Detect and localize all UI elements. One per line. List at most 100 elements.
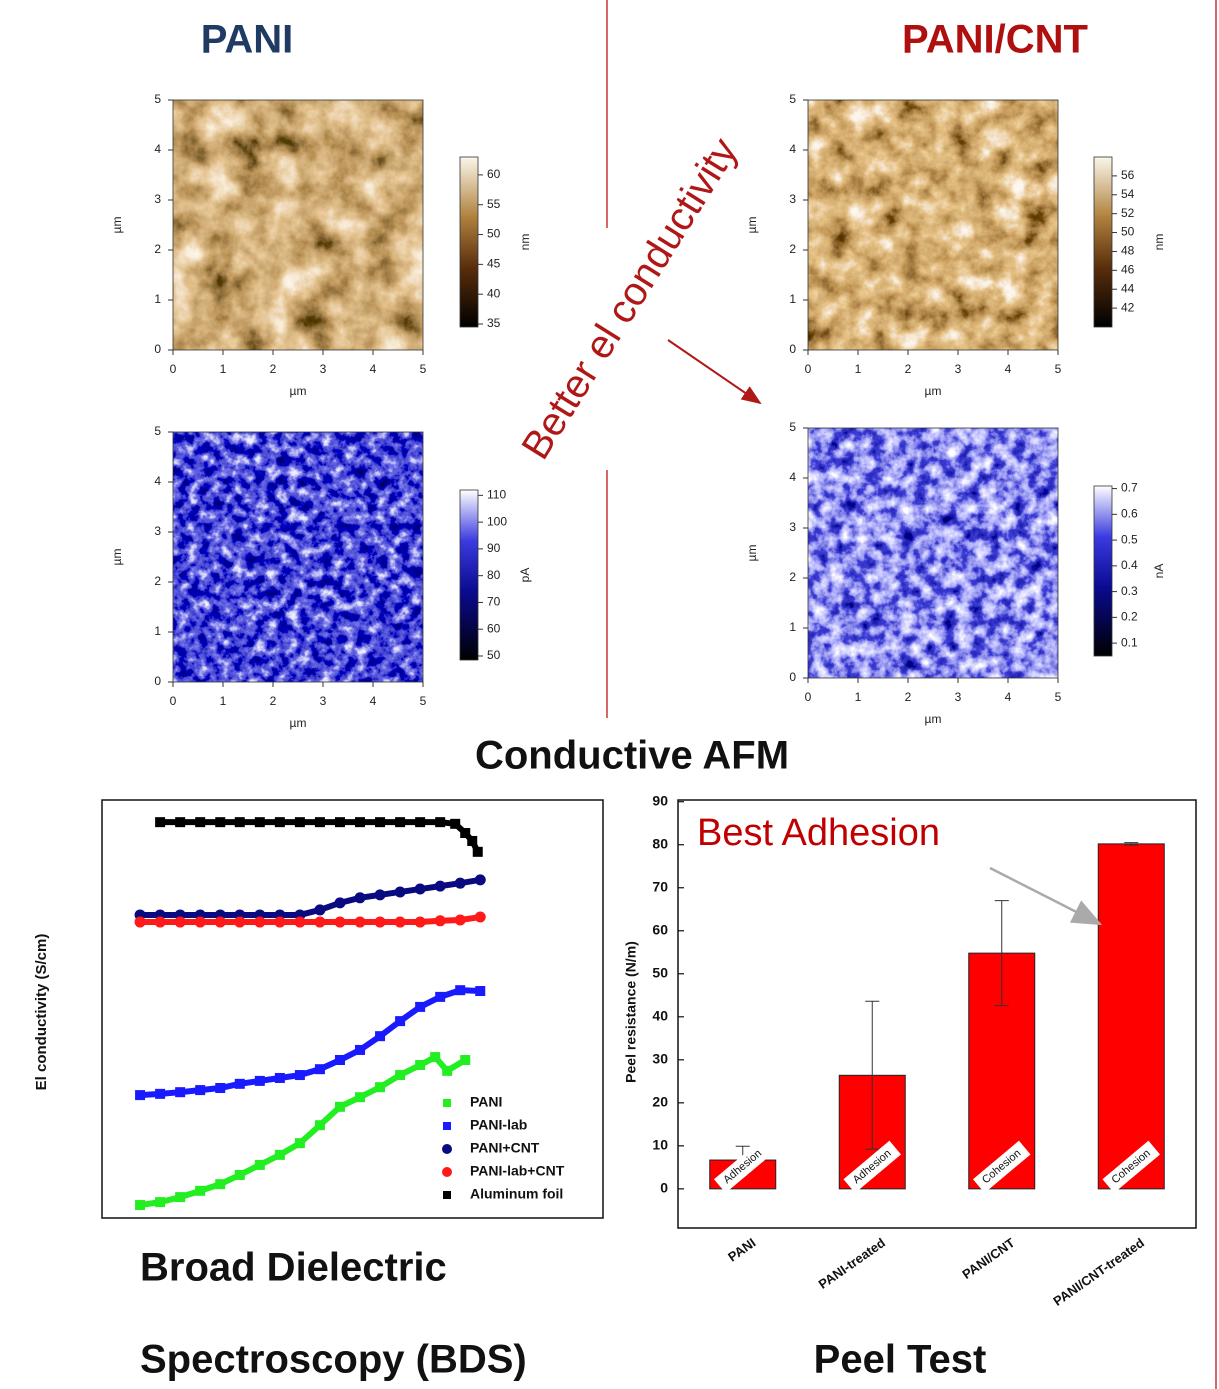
marker (215, 1179, 226, 1190)
x-axis-label: µm (290, 716, 307, 730)
marker (215, 817, 226, 828)
y-tick-label: 4 (154, 474, 161, 488)
marker (395, 817, 406, 828)
x-tick-label: 5 (1055, 690, 1062, 704)
colorbar (459, 156, 479, 328)
x-tick-label: PANI/CNT (959, 1235, 1017, 1282)
arrow (667, 339, 762, 405)
marker (314, 817, 325, 828)
x-tick-label: 2 (905, 690, 912, 704)
y-tick-label: 5 (154, 424, 161, 438)
marker (215, 1083, 226, 1094)
x-tick-label: 0 (170, 694, 177, 708)
afm-frame (807, 427, 1059, 679)
colorbar (1093, 485, 1113, 657)
colorbar-label: nm (1152, 234, 1166, 251)
x-tick-label: 2 (905, 362, 912, 376)
x-axis-label: µm (925, 712, 942, 726)
marker (435, 991, 446, 1002)
x-tick-label: 3 (320, 694, 327, 708)
colorbar-tick-label: 50 (487, 227, 501, 241)
x-tick-label: 0 (170, 362, 177, 376)
colorbar-tick-label: 50 (487, 648, 501, 662)
marker (394, 916, 406, 928)
x-tick-label: 4 (1005, 690, 1012, 704)
y-axis-label: µm (745, 217, 759, 234)
marker (450, 818, 461, 829)
y-tick-label: 10 (652, 1137, 668, 1153)
x-tick-label: 2 (270, 362, 277, 376)
marker (175, 1192, 186, 1203)
column-title: PANI/CNT (902, 18, 1088, 62)
colorbar-tick-label: 0.6 (1121, 507, 1138, 521)
y-tick-label: 1 (154, 292, 161, 306)
y-tick-label: 2 (789, 570, 796, 584)
legend-label: PANI+CNT (470, 1140, 540, 1156)
afm-image (173, 432, 423, 682)
marker (135, 1090, 146, 1101)
marker (274, 817, 285, 828)
colorbar-tick-label: 100 (487, 514, 507, 528)
y-tick-label: 0 (789, 342, 796, 356)
colorbar-tick-label: 80 (487, 568, 501, 582)
colorbar-tick-label: 0.7 (1121, 481, 1138, 495)
chart-title: Broad Dielectric (140, 1246, 447, 1290)
series-line (139, 987, 481, 1099)
y-tick-label: 90 (652, 792, 668, 808)
colorbar-label: pA (518, 568, 532, 583)
error-bar (994, 900, 1009, 1007)
marker (455, 985, 466, 996)
x-tick-label: 3 (320, 362, 327, 376)
y-tick-label: 40 (652, 1007, 668, 1023)
marker (254, 916, 266, 928)
marker (334, 916, 346, 928)
marker (274, 916, 286, 928)
y-tick-label: 0 (789, 670, 796, 684)
afm-image (173, 100, 423, 350)
x-tick-label: 1 (855, 362, 862, 376)
y-tick-label: 0 (660, 1180, 668, 1196)
x-tick-label: 1 (855, 690, 862, 704)
marker (355, 1044, 366, 1055)
marker (254, 817, 265, 828)
y-tick-label: 0 (154, 342, 161, 356)
legend-marker (442, 1167, 452, 1177)
colorbar-tick-label: 90 (487, 541, 501, 555)
y-tick-label: 5 (789, 420, 796, 434)
y-tick-label: 20 (652, 1094, 668, 1110)
y-tick-label: 80 (652, 835, 668, 851)
marker (234, 1169, 245, 1180)
arrow-label: Better el conductivity (513, 131, 746, 467)
marker (334, 1101, 345, 1112)
error-bar (1124, 842, 1139, 846)
colorbar-tick-label: 0.2 (1121, 610, 1138, 624)
x-tick-label: 5 (420, 694, 427, 708)
marker (334, 1054, 345, 1065)
y-tick-label: 60 (652, 921, 668, 937)
legend-label: Aluminum foil (470, 1186, 563, 1202)
bar-label-bg (713, 1140, 772, 1194)
colorbar-tick-label: 110 (487, 488, 506, 502)
marker (274, 1072, 285, 1083)
x-tick-label: 3 (955, 690, 962, 704)
colorbar-tick-label: 40 (487, 286, 501, 300)
y-tick-label: 5 (789, 92, 796, 106)
colorbar-tick-label: 52 (1121, 206, 1135, 220)
marker (334, 897, 346, 909)
colorbar-tick-label: 48 (1121, 244, 1135, 258)
marker (434, 880, 446, 892)
colorbar-tick-label: 42 (1121, 300, 1135, 314)
marker (475, 986, 486, 997)
colorbar-label: nA (1152, 564, 1166, 579)
marker (354, 916, 366, 928)
marker (234, 817, 245, 828)
colorbar-label: nm (518, 234, 532, 251)
colorbar-tick-label: 55 (487, 197, 501, 211)
marker (374, 889, 386, 901)
colorbar-tick-label: 0.5 (1121, 532, 1138, 546)
marker (415, 1060, 426, 1071)
x-tick-label: 1 (220, 694, 227, 708)
colorbar-tick-label: 60 (487, 621, 501, 635)
y-tick-label: 4 (154, 142, 161, 156)
y-axis-label: µm (745, 545, 759, 562)
